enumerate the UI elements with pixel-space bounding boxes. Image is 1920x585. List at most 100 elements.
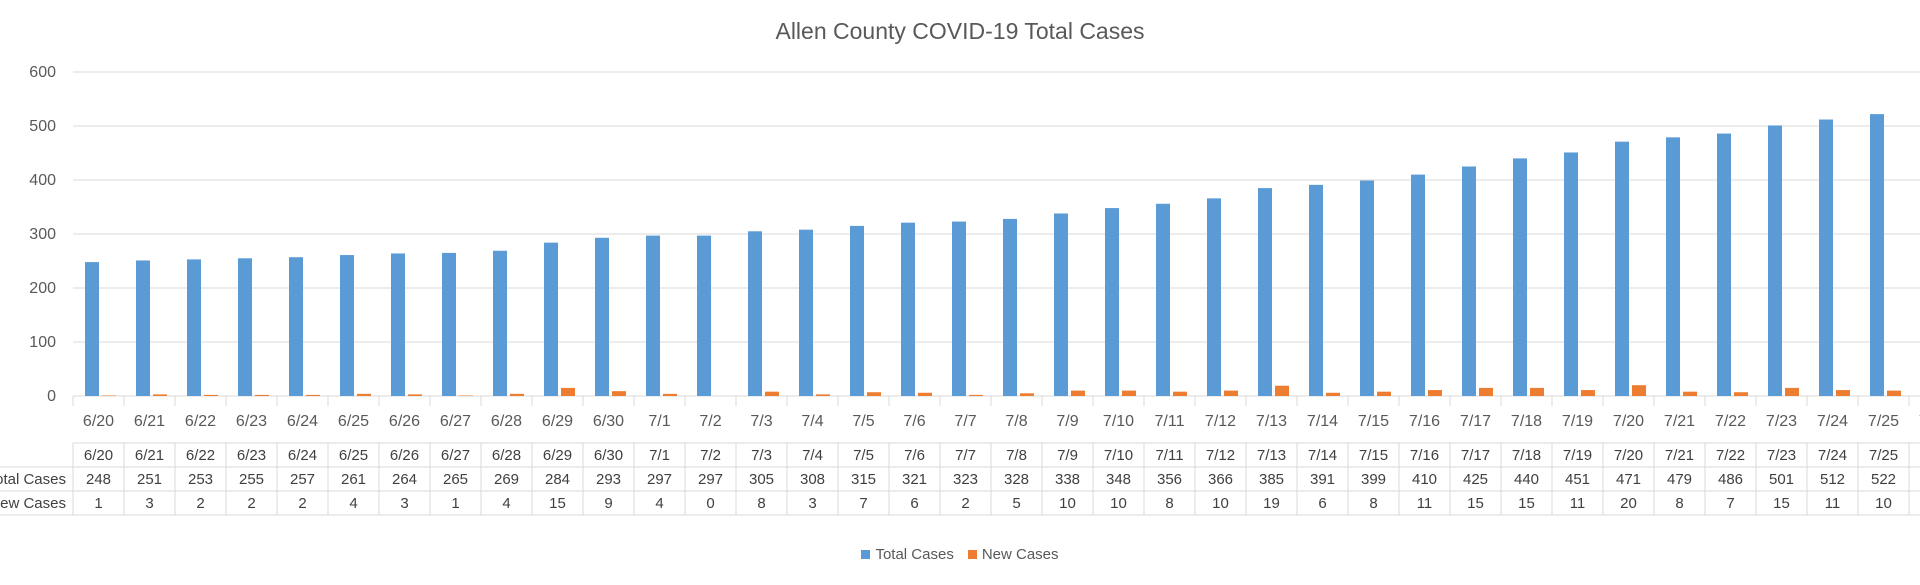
table-header-cell: 7/19 xyxy=(1563,447,1592,464)
table-cell-total: 255 xyxy=(239,471,264,488)
bar-new-7/19 xyxy=(1581,390,1595,396)
table-cell-new: 7 xyxy=(1726,495,1734,512)
bar-total-7/20 xyxy=(1615,141,1629,396)
bar-new-7/22 xyxy=(1734,392,1748,396)
table-cell-new: 4 xyxy=(655,495,663,512)
bar-new-6/25 xyxy=(357,393,371,396)
chart-title: Allen County COVID-19 Total Cases xyxy=(775,18,1145,44)
table-cell-new: 11 xyxy=(1825,495,1841,512)
bar-new-6/29 xyxy=(561,387,575,396)
table-cell-total: 261 xyxy=(341,471,366,488)
x-tick-label: 7/6 xyxy=(903,413,925,430)
table-header-cell: 7/8 xyxy=(1006,447,1027,464)
y-tick-label: 400 xyxy=(29,172,56,189)
table-cell-new: 15 xyxy=(1518,495,1535,512)
bar-new-7/7 xyxy=(969,394,983,396)
x-tick-label: 6/22 xyxy=(185,413,216,430)
table-header-cell: 7/23 xyxy=(1767,447,1796,464)
table-header-cell: 7/21 xyxy=(1665,447,1694,464)
legend-item-total: Total Cases xyxy=(861,546,954,563)
bar-new-7/12 xyxy=(1224,390,1238,396)
bar-total-6/21 xyxy=(136,260,150,396)
table-cell-new: 2 xyxy=(961,495,969,512)
x-tick-label: 7/13 xyxy=(1256,413,1287,430)
table-header-cell: 7/25 xyxy=(1869,447,1898,464)
x-tick-label: 6/20 xyxy=(83,413,114,430)
y-tick-label: 100 xyxy=(29,334,56,351)
table-header-cell: 7/1 xyxy=(649,447,670,464)
table-cell-new: 4 xyxy=(502,495,510,512)
bar-new-6/20 xyxy=(102,395,116,396)
table-header-cell: 7/2 xyxy=(700,447,721,464)
table-cell-new: 6 xyxy=(910,495,918,512)
table-cell-total: 264 xyxy=(392,471,417,488)
table-header-cell: 6/20 xyxy=(84,447,113,464)
table-cell-new: 3 xyxy=(400,495,408,512)
table-cell-new: 11 xyxy=(1570,495,1586,512)
table-cell-new: 19 xyxy=(1263,495,1280,512)
bar-total-6/22 xyxy=(187,259,201,396)
table-cell-total: 479 xyxy=(1667,471,1692,488)
table-header-cell: 6/28 xyxy=(492,447,521,464)
table-header-cell: 7/24 xyxy=(1818,447,1847,464)
table-header-cell: 6/30 xyxy=(594,447,623,464)
table-cell-total: 356 xyxy=(1157,471,1182,488)
table-header-cell: 7/11 xyxy=(1155,447,1183,464)
bar-total-6/26 xyxy=(391,253,405,396)
table-cell-total: 305 xyxy=(749,471,774,488)
legend-label-total: Total Cases xyxy=(875,546,954,563)
table-cell-total: 522 xyxy=(1871,471,1896,488)
bar-total-7/2 xyxy=(697,235,711,396)
x-tick-label: 6/28 xyxy=(491,413,522,430)
table-cell-new: 1 xyxy=(451,495,459,512)
bar-new-7/24 xyxy=(1836,390,1850,396)
bar-new-6/27 xyxy=(459,395,473,396)
bar-new-7/13 xyxy=(1275,385,1289,396)
table-cell-total: 308 xyxy=(800,471,825,488)
bar-new-7/15 xyxy=(1377,391,1391,396)
table-header-cell: 7/22 xyxy=(1716,447,1745,464)
bar-total-7/22 xyxy=(1717,133,1731,396)
table-cell-new: 7 xyxy=(859,495,867,512)
x-tick-label: 7/20 xyxy=(1613,413,1644,430)
bar-new-6/28 xyxy=(510,393,524,396)
x-tick-label: 6/30 xyxy=(593,413,624,430)
bar-new-7/23 xyxy=(1785,387,1799,396)
table-cell-new: 10 xyxy=(1059,495,1076,512)
x-tick-label: 6/25 xyxy=(338,413,369,430)
x-tick-label: 6/24 xyxy=(287,413,318,430)
table-cell-total: 471 xyxy=(1616,471,1641,488)
bar-new-7/14 xyxy=(1326,392,1340,396)
bar-total-7/9 xyxy=(1054,213,1068,396)
table-header-cell: 7/5 xyxy=(853,447,874,464)
table-cell-total: 425 xyxy=(1463,471,1488,488)
bar-new-7/17 xyxy=(1479,387,1493,396)
table-cell-total: 338 xyxy=(1055,471,1080,488)
bar-new-7/20 xyxy=(1632,385,1646,396)
bar-total-7/25 xyxy=(1870,114,1884,397)
table-header-cell: 7/6 xyxy=(904,447,925,464)
table-cell-new: 10 xyxy=(1110,495,1127,512)
table-cell-total: 257 xyxy=(290,471,315,488)
table-header-cell: 7/10 xyxy=(1104,447,1133,464)
legend-swatch-new xyxy=(967,550,977,559)
table-cell-new: 10 xyxy=(1212,495,1229,512)
table-cell-total: 486 xyxy=(1718,471,1743,488)
table-cell-new: 15 xyxy=(549,495,566,512)
x-tick-label: 7/23 xyxy=(1766,413,1797,430)
x-tick-label: 7/16 xyxy=(1409,413,1440,430)
table-cell-total: 366 xyxy=(1208,471,1233,488)
table-header-cell: 7/20 xyxy=(1614,447,1643,464)
legend-swatch-total xyxy=(861,550,871,559)
table-header-cell: 7/9 xyxy=(1057,447,1078,464)
table-cell-new: 0 xyxy=(706,495,714,512)
table-cell-new: 20 xyxy=(1620,495,1637,512)
table-cell-total: 501 xyxy=(1769,471,1794,488)
bar-total-6/27 xyxy=(442,252,456,396)
table-header-cell: 7/7 xyxy=(955,447,976,464)
x-tick-label: 7/1 xyxy=(648,413,670,430)
bar-new-6/26 xyxy=(408,394,422,396)
table-cell-total: 399 xyxy=(1361,471,1386,488)
table-cell-new: 6 xyxy=(1318,495,1326,512)
